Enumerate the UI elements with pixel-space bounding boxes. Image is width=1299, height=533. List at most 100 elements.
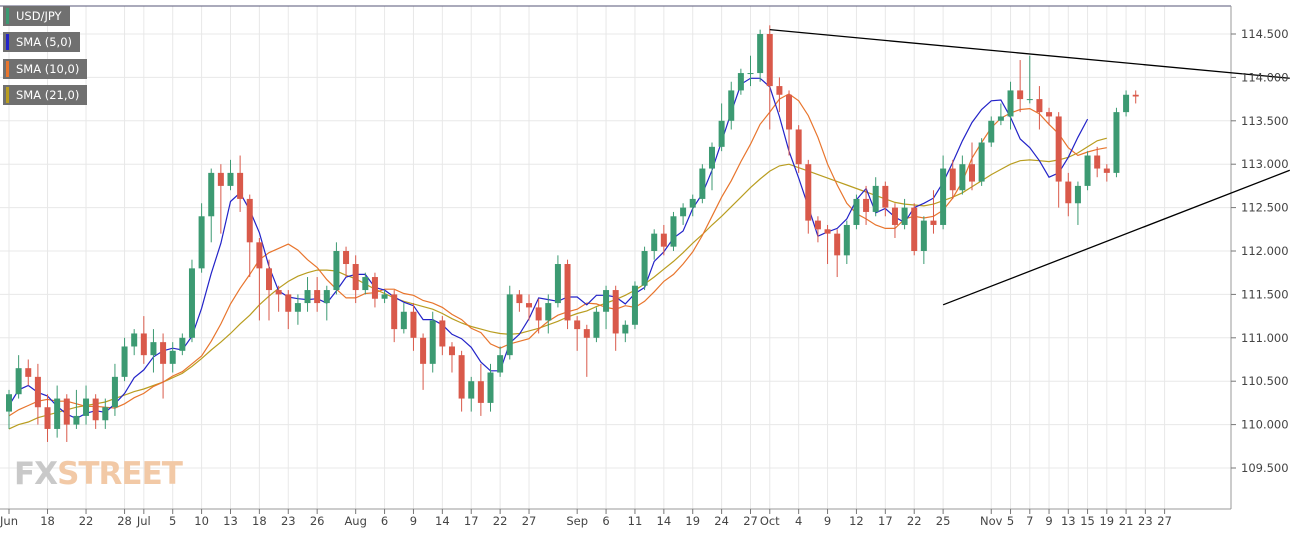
- candle-body: [497, 355, 504, 373]
- candle: [814, 216, 821, 243]
- candle: [949, 159, 956, 199]
- candle: [728, 81, 735, 130]
- candle-body: [1084, 155, 1091, 186]
- candle: [1046, 107, 1053, 126]
- candle: [54, 385, 61, 438]
- candle-body: [506, 294, 513, 356]
- candle: [988, 116, 995, 147]
- candle-body: [593, 311, 600, 338]
- candle: [997, 103, 1004, 126]
- candle: [92, 394, 99, 429]
- candle: [420, 333, 427, 390]
- x-tick-label: 28: [117, 514, 132, 528]
- candle-body: [545, 303, 552, 321]
- candle: [1074, 181, 1081, 225]
- candle-body: [997, 116, 1004, 121]
- candle: [535, 298, 542, 334]
- candle: [843, 220, 850, 265]
- y-tick-label: 114.000: [1241, 70, 1289, 84]
- candle: [911, 203, 918, 256]
- candle-body: [535, 307, 542, 321]
- x-tick-label: 7: [1026, 514, 1033, 528]
- candle: [969, 142, 975, 191]
- candle-body: [516, 294, 523, 304]
- x-tick-label: 22: [79, 514, 94, 528]
- candle: [1055, 112, 1062, 208]
- candle: [217, 164, 224, 234]
- candle: [333, 242, 340, 295]
- x-tick-label: 22: [493, 514, 508, 528]
- candle-body: [429, 320, 436, 364]
- candle: [920, 216, 927, 265]
- y-tick-label: 111.500: [1241, 287, 1289, 301]
- candle: [641, 246, 648, 291]
- candle: [930, 190, 937, 234]
- candle: [680, 203, 687, 225]
- x-tick-label: Aug: [344, 514, 366, 528]
- x-tick-label: 9: [1045, 514, 1052, 528]
- candle: [1084, 151, 1091, 191]
- candle: [805, 159, 812, 234]
- candle: [603, 285, 610, 330]
- chart-grid: [0, 6, 1231, 509]
- candle: [766, 25, 773, 130]
- x-tick-label: Jul: [136, 514, 151, 528]
- y-tick-label: 112.000: [1241, 244, 1289, 258]
- candle-body: [54, 398, 61, 429]
- candle-body: [381, 294, 388, 299]
- candle: [631, 281, 638, 330]
- candle-body: [940, 168, 947, 225]
- candle-body: [371, 277, 378, 299]
- x-tick-label: 6: [602, 514, 609, 528]
- candle-body: [737, 73, 744, 91]
- candle: [439, 316, 446, 356]
- candle-body: [747, 73, 754, 75]
- candle: [34, 363, 41, 425]
- x-tick-label: 27: [743, 514, 758, 528]
- candle: [940, 155, 947, 230]
- candle-body: [969, 164, 975, 182]
- candle-body: [564, 264, 571, 321]
- x-tick-label: 4: [795, 514, 802, 528]
- candle: [275, 285, 282, 312]
- candle: [545, 294, 552, 334]
- candle-body: [891, 207, 898, 225]
- candle: [583, 324, 590, 377]
- x-tick-label: 25: [936, 514, 951, 528]
- candle-body: [25, 368, 32, 377]
- candle-body: [323, 290, 330, 304]
- candle-body: [314, 290, 321, 304]
- candle: [1065, 172, 1072, 217]
- candle-body: [728, 90, 735, 121]
- x-tick-label: 21: [1119, 514, 1134, 528]
- candle-body: [805, 164, 812, 221]
- candle-body: [920, 220, 927, 251]
- candle: [1123, 90, 1130, 117]
- candle: [371, 272, 378, 308]
- candle-body: [275, 290, 282, 295]
- candle-body: [304, 290, 311, 304]
- candle-body: [362, 277, 369, 291]
- candle-body: [294, 303, 301, 312]
- candle-body: [1017, 90, 1024, 100]
- candle: [246, 194, 253, 278]
- candle: [63, 394, 70, 442]
- candle: [516, 290, 523, 312]
- x-tick-label: 13: [223, 514, 238, 528]
- candle: [131, 329, 138, 356]
- candle-body: [911, 207, 918, 251]
- y-tick-label: 112.500: [1241, 201, 1289, 215]
- x-tick-label: Jun: [0, 514, 18, 528]
- candle: [757, 29, 764, 82]
- candle-body: [111, 376, 118, 408]
- y-tick-label: 111.000: [1241, 331, 1289, 345]
- candle: [776, 77, 783, 113]
- candle: [795, 125, 802, 173]
- x-tick-label: 23: [1138, 514, 1153, 528]
- candle-body: [477, 381, 484, 403]
- candle-body: [121, 346, 128, 377]
- candle-body: [1036, 99, 1043, 113]
- x-axis-ticks: Jun 18 22 28 Jul 5 10 13 18 23 26 Aug 6 9 14 17 22 27 Sep 6…: [0, 509, 1172, 528]
- x-tick-label: 9: [824, 514, 831, 528]
- candle: [891, 203, 898, 238]
